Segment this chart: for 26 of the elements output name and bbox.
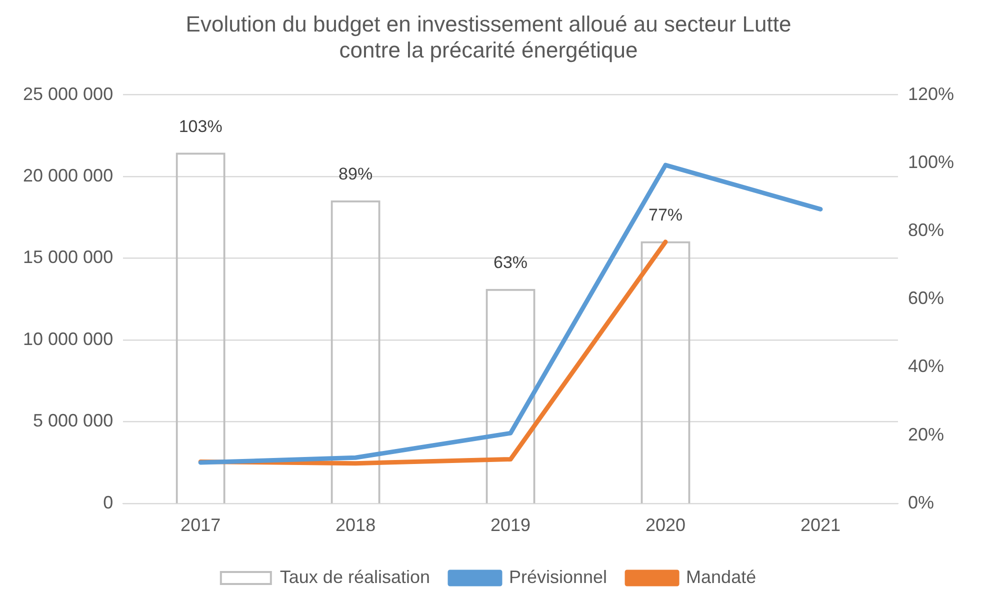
- y-tick-label: 15 000 000: [22, 247, 114, 268]
- x-tick-label: 2018: [336, 515, 376, 536]
- y-tick-label: 25 000 000: [22, 84, 114, 104]
- y-tick-label: 0: [103, 492, 114, 512]
- legend-label: Mandaté: [686, 566, 756, 587]
- legend-label: Taux de réalisation: [280, 566, 430, 587]
- y2-tick-label: 120%: [908, 84, 954, 104]
- y2-tick-label: 80%: [908, 220, 944, 240]
- y-tick-label: 5 000 000: [33, 410, 114, 431]
- x-tick-label: 2020: [645, 515, 686, 536]
- data-label: 103%: [178, 116, 222, 136]
- x-tick-label: 2021: [800, 515, 840, 536]
- data-label: 77%: [648, 205, 683, 224]
- data-label: 89%: [338, 164, 373, 184]
- y2-tick-label: 60%: [908, 288, 944, 308]
- y2-tick-label: 0%: [908, 492, 934, 512]
- chart-title: Evolution du budget en investissement alloué au secteur Lutte contre la précarité énergétique: [186, 11, 792, 63]
- y-tick-label: 20 000 000: [22, 165, 114, 186]
- y-tick-label: 10 000 000: [22, 328, 114, 349]
- legend-label: Prévisionnel: [508, 566, 608, 587]
- y2-tick-label: 20%: [908, 424, 944, 444]
- data-label: 63%: [494, 253, 528, 272]
- x-tick-label: 2017: [180, 515, 221, 536]
- x-tick-label: 2019: [490, 515, 531, 536]
- y2-tick-label: 100%: [908, 152, 954, 172]
- y2-tick-label: 40%: [908, 356, 944, 376]
